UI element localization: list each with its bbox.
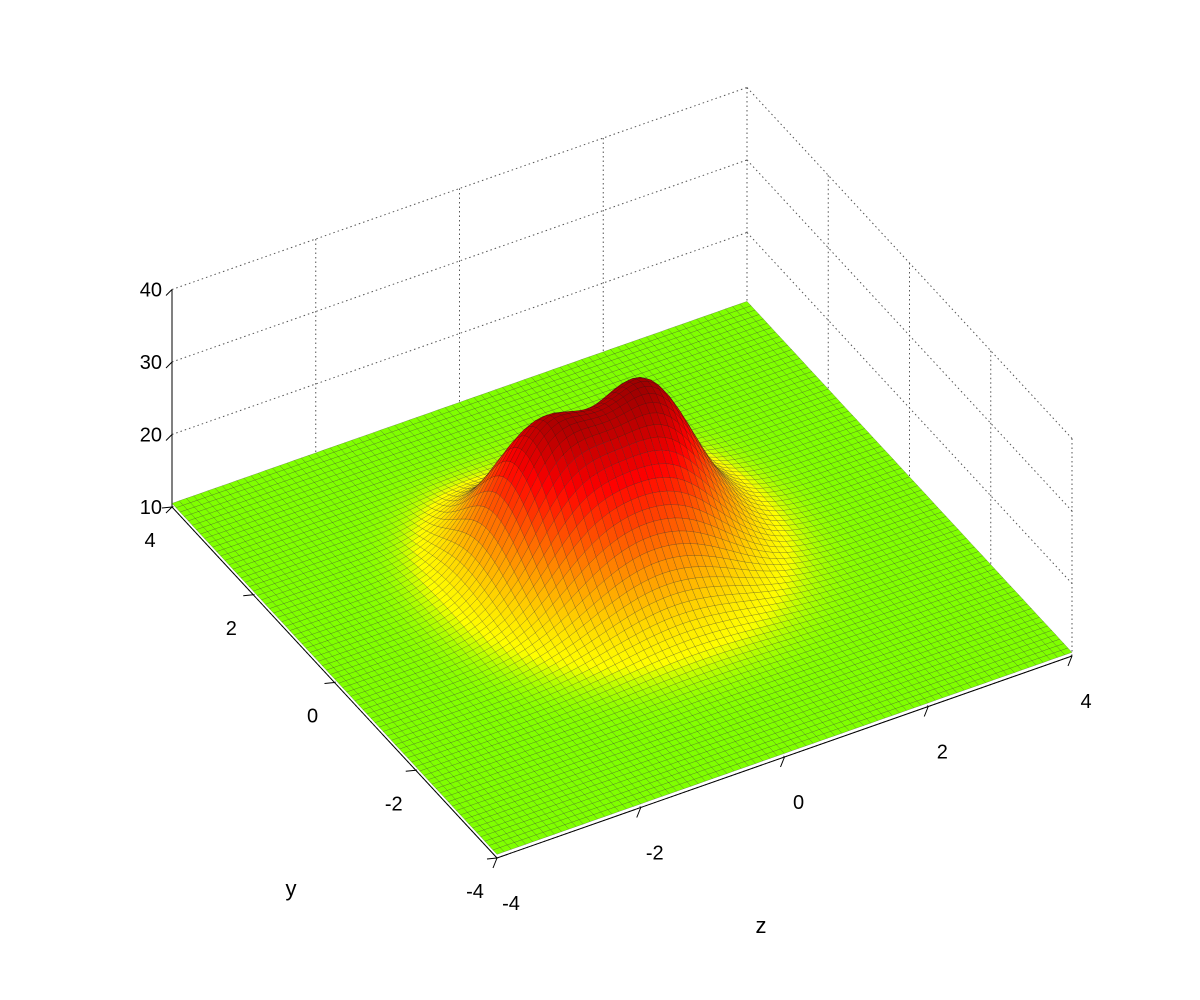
grid-line-z-right (746, 87, 1073, 439)
y-tick (486, 857, 498, 860)
z-tick (165, 506, 173, 514)
axes (161, 289, 1073, 869)
y-tick (161, 506, 173, 509)
x-tick (780, 756, 785, 768)
z-tick (165, 361, 173, 369)
z-tick (165, 289, 173, 296)
y-tick (405, 769, 416, 772)
x-tick (1067, 655, 1073, 667)
x-tick (492, 857, 498, 869)
z-tick (165, 434, 173, 441)
surface-mesh (171, 301, 1073, 855)
y-tick (324, 682, 335, 684)
x-tick (923, 706, 929, 717)
grid-line-z-right (746, 232, 1073, 584)
y-tick (243, 594, 254, 597)
x-tick (636, 807, 642, 818)
grid-line-z-right (746, 159, 1073, 512)
